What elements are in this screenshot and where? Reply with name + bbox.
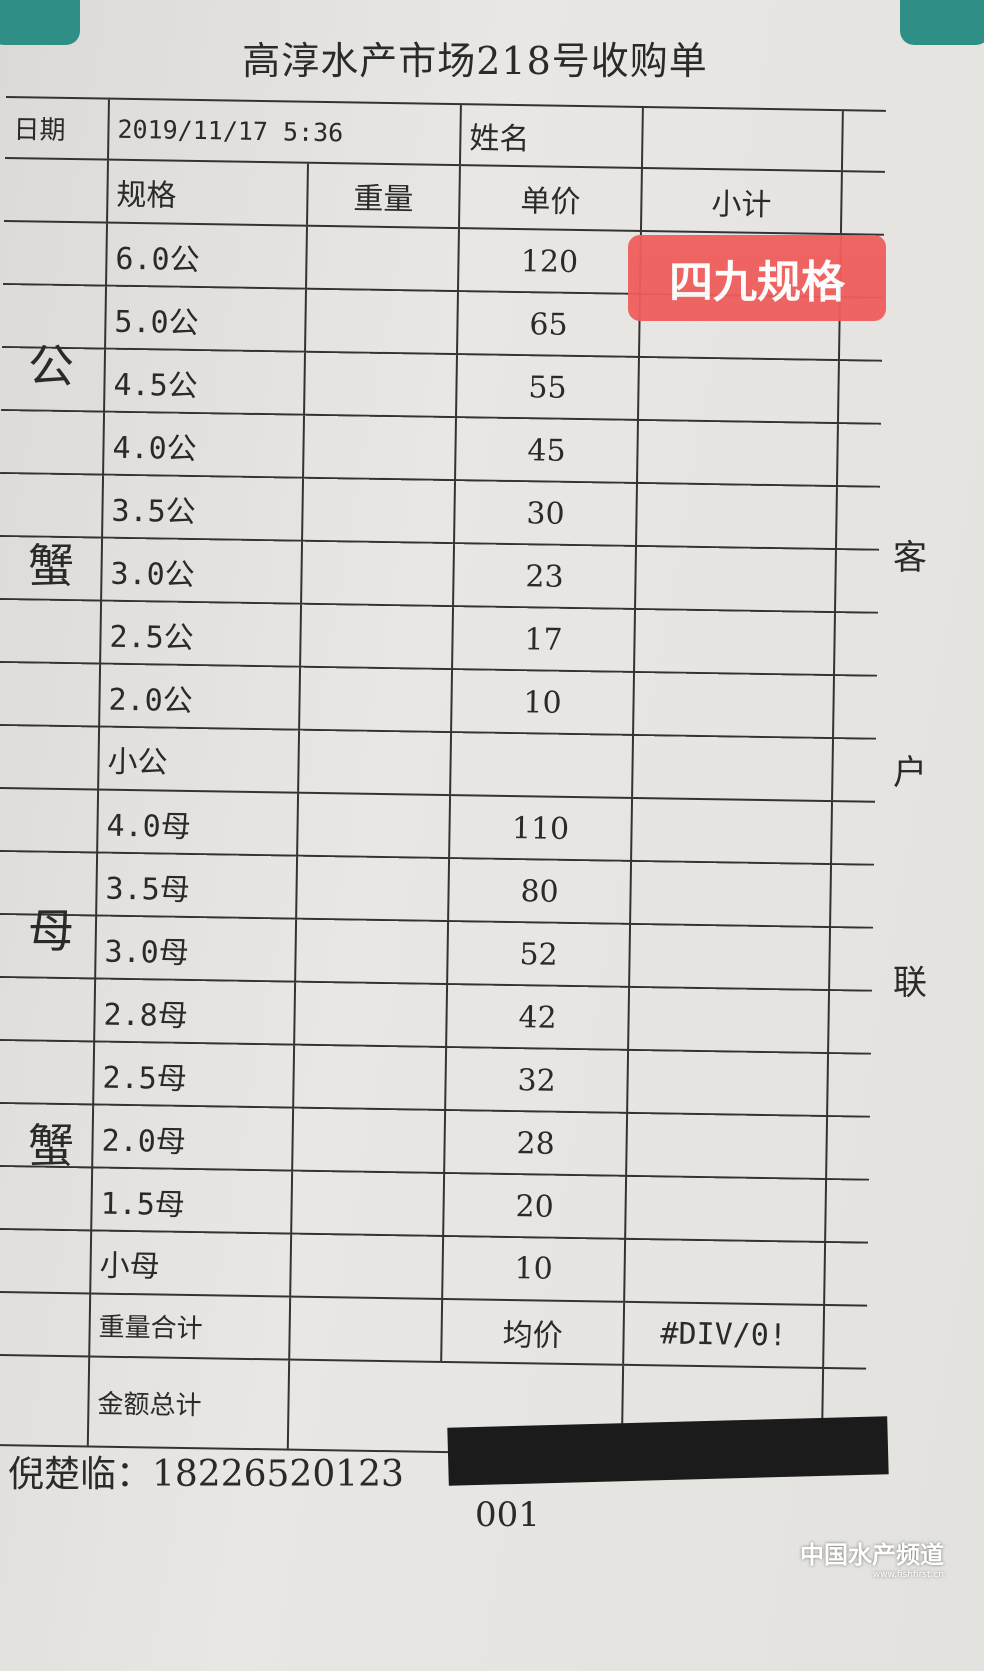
price-cell: 17 [453, 607, 637, 673]
weight-cell [294, 1045, 448, 1112]
serial-number: 001 [475, 1495, 540, 1535]
price-cell: 120 [458, 229, 642, 295]
weight-cell [291, 1234, 445, 1299]
weight-cell [300, 667, 454, 734]
subtotal-cell [630, 924, 832, 992]
weight-cell [295, 982, 449, 1049]
subtotal-cell [625, 1239, 827, 1305]
price-cell: 23 [454, 544, 637, 610]
spec-cell: 1.5母 [92, 1168, 294, 1235]
male-label-2: 蟹 [28, 539, 74, 593]
subtotal-cell [628, 1050, 830, 1118]
spec-cell: 4.0母 [98, 790, 300, 857]
spec-cell: 小公 [99, 727, 301, 792]
spec-cell: 3.5母 [97, 853, 299, 920]
price-cell: 10 [443, 1237, 627, 1301]
date-label: 日期 [5, 97, 110, 159]
price-cell: 55 [456, 355, 640, 421]
header-subtotal: 小计 [641, 169, 843, 234]
female-label-1: 母 [28, 904, 74, 958]
weight-cell [299, 730, 453, 795]
avg-label: 均价 [442, 1300, 626, 1364]
price-cell: 20 [444, 1174, 628, 1240]
subtotal-cell [632, 798, 834, 866]
spec-cell: 3.0母 [96, 916, 298, 983]
amount-total-label: 金额总计 [88, 1357, 291, 1449]
weight-cell [293, 1108, 447, 1175]
watermark-name: 中国水产频道 [800, 1541, 944, 1569]
name-value [642, 108, 844, 171]
subtotal-cell [634, 672, 835, 740]
spec-cell: 3.0公 [102, 538, 304, 605]
subtotal-cell [629, 987, 831, 1055]
price-cell: 10 [452, 670, 636, 736]
subtotal-cell [627, 1113, 829, 1181]
header-weight: 重量 [308, 163, 461, 228]
price-cell: 42 [447, 985, 631, 1051]
subtotal-cell [631, 861, 833, 929]
spec-badge: 四九规格 [628, 235, 886, 321]
subtotal-cell [636, 483, 838, 551]
receipt-title: 高淳水产市场218号收购单 [242, 39, 708, 83]
spec-cell: 5.0公 [106, 286, 307, 353]
price-cell: 30 [455, 481, 638, 547]
side-text-3: 联 [893, 963, 927, 1003]
subtotal-cell [635, 609, 836, 677]
subtotal-cell [636, 546, 837, 614]
weight-total-label: 重量合计 [90, 1294, 292, 1359]
spec-cell: 2.0公 [100, 664, 302, 731]
subtotal-cell [626, 1176, 828, 1244]
price-cell: 52 [448, 922, 632, 988]
spec-cell: 4.0公 [104, 412, 306, 479]
watermark-url: www.fishfirst.cn [872, 1570, 944, 1580]
weight-cell [303, 478, 457, 545]
price-cell: 32 [446, 1048, 630, 1114]
spec-cell: 4.5公 [105, 349, 307, 416]
spec-cell: 2.5母 [94, 1042, 296, 1109]
weight-total-value [290, 1297, 444, 1362]
weight-cell [298, 793, 452, 860]
side-text-1: 客 [893, 538, 927, 578]
binder-clip-left [0, 0, 80, 45]
binder-clip-right [900, 0, 984, 45]
weight-cell [296, 919, 450, 986]
weight-cell [304, 415, 457, 482]
weight-cell [297, 856, 451, 923]
header-price: 单价 [459, 166, 643, 231]
side-text-2: 户 [893, 753, 927, 793]
weight-cell [292, 1171, 446, 1238]
weight-cell [306, 226, 460, 293]
date-value: 2019/11/17 5:36 [109, 99, 462, 165]
spec-cell: 3.5公 [103, 475, 305, 542]
weight-cell [306, 289, 459, 356]
price-cell [451, 733, 635, 797]
price-cell: 110 [450, 796, 634, 862]
price-cell: 45 [456, 418, 639, 484]
contact-line: 倪楚临：18226520123 [8, 1454, 404, 1495]
spec-cell: 2.8母 [95, 979, 297, 1046]
subtotal-cell [638, 357, 840, 425]
male-label-1: 公 [28, 339, 74, 393]
subtotal-cell [633, 735, 835, 801]
spec-cell: 2.5公 [101, 601, 303, 668]
spec-cell: 6.0公 [107, 223, 308, 290]
header-spec: 规格 [108, 160, 309, 225]
redaction-bar [447, 1416, 889, 1486]
subtotal-cell [637, 420, 839, 488]
female-label-2: 蟹 [28, 1119, 74, 1173]
price-cell: 80 [449, 859, 633, 925]
avg-value: #DIV/0! [624, 1302, 826, 1368]
name-label: 姓名 [460, 105, 644, 168]
spec-cell: 小母 [91, 1231, 293, 1296]
spec-cell: 2.0母 [93, 1105, 295, 1172]
weight-cell [302, 541, 456, 608]
price-cell: 65 [457, 292, 641, 358]
price-cell: 28 [445, 1111, 629, 1177]
weight-cell [301, 604, 455, 671]
watermark: 中国水产频道 www.fishfirst.cn [800, 1535, 944, 1580]
weight-cell [305, 352, 458, 419]
